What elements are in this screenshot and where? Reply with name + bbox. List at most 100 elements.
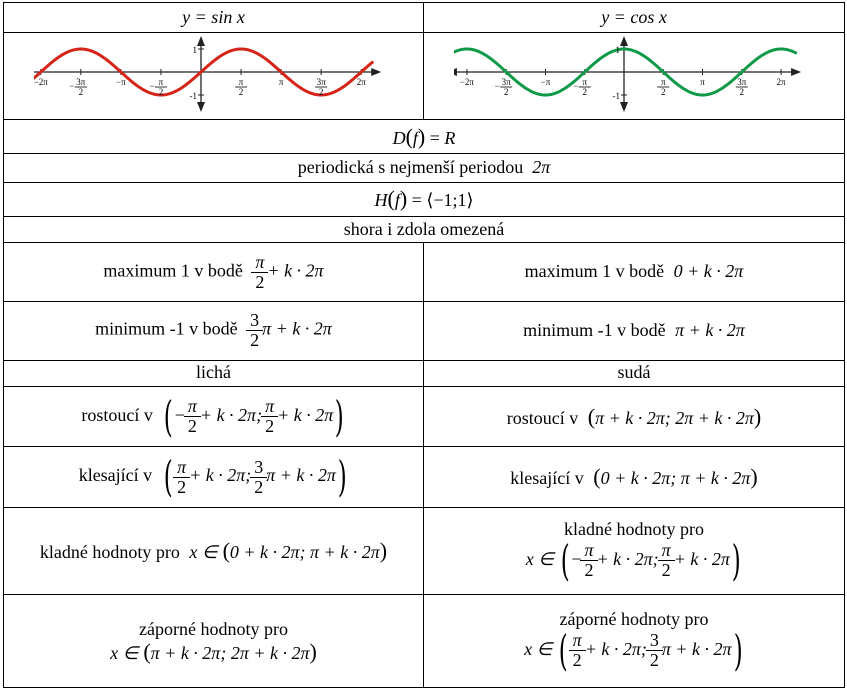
properties-table: y = sin x y = cos x 1 -1 −2π −3π 2 −π − π 2 π 2 π 3π… (3, 1, 845, 689)
cos-parity-cell: sudá (423, 359, 845, 387)
cos-negative-label: záporné hodnoty pro (559, 609, 709, 630)
cos-x-arrow-left (446, 67, 457, 76)
cos-positive-label: kladné hodnoty pro (564, 519, 704, 540)
domain-symbol: D (392, 127, 406, 148)
cos-x-label-den: 2 (740, 87, 745, 97)
sin-x-label-sign: − (69, 81, 74, 91)
domain-row: D(f) = R (3, 119, 845, 155)
cos-min-label: minimum -1 v bodě (523, 319, 666, 340)
cos-min-cell: minimum -1 v bodě π + k · 2π (423, 300, 845, 361)
period-row: periodická s nejmenší periodou 2π (3, 153, 845, 183)
sin-min-label: minimum -1 v bodě (95, 318, 238, 339)
sin-increasing-cell: rostoucí v (− π 2 + k · 2π; π 2 + k · 2π) (3, 385, 424, 448)
cos-min-expr: π + k · 2π (675, 319, 745, 340)
sin-max-tail: + k · 2π (267, 260, 324, 281)
cos-x-label-num: π (582, 77, 587, 87)
sin-negative-cell: záporné hodnoty pro x ∈ (π + k · 2π; 2π +… (3, 593, 424, 689)
sin-min-tail: π + k · 2π (262, 318, 332, 339)
sin-positive-expr: 0 + k · 2π; π + k · 2π (229, 541, 380, 562)
cos-y-label-1: 1 (616, 45, 621, 55)
cos-x-label: 2π (777, 77, 787, 87)
domain-arg: f (412, 127, 418, 148)
cos-x-arrow-right (791, 67, 802, 76)
sin-x-arrow-right (370, 67, 381, 76)
sin-x-label: −π (116, 77, 126, 87)
period-value: 2π (532, 157, 551, 178)
sin-curve (27, 47, 374, 97)
cos-x-label: π (700, 77, 705, 87)
sin-positive-label: kladné hodnoty pro (39, 541, 180, 562)
sin-parity-cell: lichá (3, 359, 424, 387)
sin-decreasing-cell: klesající v (π 2 + k · 2π; 3 2 π + k · 2π) (3, 446, 424, 509)
cos-header: y = cos x (423, 1, 845, 34)
range-symbol: H (374, 190, 388, 211)
cos-max-label: maximum 1 v bodě (524, 261, 665, 282)
sin-graph-cell: 1 -1 −2π −3π 2 −π − π 2 π 2 π 3π 2 2π (3, 32, 424, 121)
sin-y-label-1: 1 (192, 45, 197, 55)
domain-value: R (444, 127, 456, 148)
sin-x-label-num: 3π (316, 77, 326, 87)
cos-parity: sudá (617, 362, 651, 383)
cos-y-label-minus-1: -1 (613, 91, 621, 101)
cos-max-expr: 0 + k · 2π (673, 261, 744, 282)
sin-x-label: 2π (356, 77, 366, 87)
cos-x-label-den: 2 (582, 87, 587, 97)
cos-x-label-den: 2 (504, 87, 509, 97)
range-interval: ⟨−1;1⟩ (426, 190, 474, 211)
cos-x-label-num: 3π (502, 77, 512, 87)
cos-decreasing-label: klesající v (510, 468, 584, 489)
cos-x-label-num: π (661, 77, 666, 87)
cos-x-label-sign: − (495, 81, 500, 91)
sin-x-label-num: π (158, 77, 163, 87)
cos-curve (450, 47, 798, 97)
bounded-row: shora i zdola omezená (3, 216, 845, 244)
sin-positive-cell: kladné hodnoty pro x ∈ (0 + k · 2π; π + k… (3, 507, 424, 595)
period-text: periodická s nejmenší periodou (297, 157, 524, 178)
cos-x-label: −2π (460, 77, 475, 87)
sin-y-label-minus-1: -1 (189, 91, 197, 101)
sin-max-cell: maximum 1 v bodě π 2 + k · 2π (3, 242, 424, 302)
range-row: H(f) = ⟨−1;1⟩ (3, 181, 845, 218)
sin-x-label-den: 2 (158, 87, 163, 97)
sin-x-label-den: 2 (78, 87, 83, 97)
cos-decreasing-expr: 0 + k · 2π; π + k · 2π (600, 468, 751, 489)
cos-increasing-expr: π + k · 2π; 2π + k · 2π (595, 407, 754, 428)
range-arg: f (394, 190, 400, 211)
sin-parity: lichá (196, 362, 231, 383)
cos-increasing-cell: rostoucí v (π + k · 2π; 2π + k · 2π) (423, 385, 845, 448)
cos-decreasing-cell: klesající v (0 + k · 2π; π + k · 2π) (423, 446, 845, 509)
sin-header: y = sin x (3, 1, 424, 34)
sin-x-label-num: 3π (76, 77, 86, 87)
sin-negative-expr: π + k · 2π; 2π + k · 2π (150, 643, 310, 664)
cos-title: y = cos x (601, 6, 667, 27)
sin-max-label: maximum 1 v bodě (103, 260, 243, 281)
sin-y-arrow-up (196, 35, 205, 46)
sin-x-label-den: 2 (318, 87, 323, 97)
cos-y-arrow-up (620, 35, 628, 46)
sin-x-label: π (278, 77, 283, 87)
cos-x-label: −π (541, 77, 551, 87)
sin-decreasing-label: klesající v (78, 465, 153, 486)
cos-max-cell: maximum 1 v bodě 0 + k · 2π (423, 242, 845, 302)
bounded-text: shora i zdola omezená (343, 218, 505, 239)
cos-x-label-sign: − (573, 81, 578, 91)
cos-x-label-den: 2 (661, 87, 666, 97)
sin-x-label-num: π (238, 77, 243, 87)
sin-x-label-den: 2 (238, 87, 243, 97)
cos-positive-cell: kladné hodnoty pro x ∈ (− π 2 + k · 2π; π 2 + k… (423, 507, 845, 595)
sin-y-arrow-down (196, 101, 205, 112)
cos-graph-cell: 1 -1 −2π −3π 2 −π − π 2 π 2 π 3π 2 2π (423, 32, 845, 121)
sin-title: y = sin x (182, 6, 245, 27)
sin-x-label: −2π (34, 77, 48, 87)
cos-y-arrow-down (620, 101, 628, 112)
cos-increasing-label: rostoucí v (506, 407, 579, 428)
sin-increasing-label: rostoucí v (81, 404, 153, 425)
cos-negative-cell: záporné hodnoty pro x ∈(π 2 + k · 2π; 3 2 π +… (423, 593, 845, 689)
sin-x-label-sign: − (149, 81, 154, 91)
cos-x-label-num: 3π (737, 77, 747, 87)
